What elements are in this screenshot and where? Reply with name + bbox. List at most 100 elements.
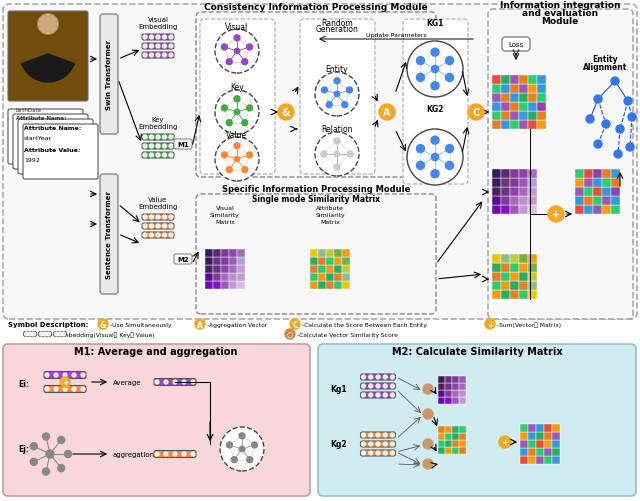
Bar — [501, 291, 510, 300]
Circle shape — [383, 451, 387, 455]
Circle shape — [163, 224, 166, 228]
Bar — [611, 205, 620, 214]
Text: Single mode Similarity Matrix: Single mode Similarity Matrix — [252, 195, 380, 204]
Bar — [326, 249, 334, 258]
Text: Random: Random — [321, 19, 353, 28]
Bar — [584, 196, 593, 205]
Bar — [611, 179, 620, 188]
FancyBboxPatch shape — [142, 214, 174, 220]
Bar — [229, 274, 237, 282]
Circle shape — [227, 442, 232, 448]
Bar — [536, 448, 544, 456]
FancyBboxPatch shape — [502, 38, 530, 52]
Circle shape — [227, 120, 232, 126]
FancyBboxPatch shape — [360, 392, 396, 398]
Text: Consistency Information Processing Module: Consistency Information Processing Modul… — [204, 4, 428, 13]
FancyBboxPatch shape — [200, 20, 275, 175]
Circle shape — [626, 144, 634, 152]
Text: Relation: Relation — [321, 125, 353, 134]
Circle shape — [390, 433, 394, 437]
Bar — [342, 274, 350, 282]
Bar — [445, 390, 452, 397]
Circle shape — [407, 42, 463, 98]
FancyBboxPatch shape — [488, 10, 633, 319]
Circle shape — [156, 215, 160, 219]
Bar — [310, 258, 318, 266]
Bar — [501, 94, 510, 103]
Bar — [528, 170, 537, 179]
Bar — [326, 258, 334, 266]
Circle shape — [220, 427, 264, 471]
Circle shape — [431, 154, 438, 161]
Circle shape — [182, 380, 186, 384]
Circle shape — [362, 375, 365, 379]
Circle shape — [45, 373, 49, 377]
Circle shape — [164, 380, 168, 384]
Circle shape — [221, 106, 227, 112]
FancyBboxPatch shape — [360, 450, 396, 456]
Circle shape — [156, 233, 160, 237]
Bar — [528, 440, 536, 448]
Bar — [492, 170, 501, 179]
Bar — [213, 282, 221, 290]
FancyBboxPatch shape — [300, 20, 375, 175]
Circle shape — [499, 436, 511, 448]
FancyBboxPatch shape — [13, 115, 88, 170]
Bar — [342, 258, 350, 266]
FancyBboxPatch shape — [3, 344, 310, 496]
Circle shape — [156, 45, 160, 49]
FancyBboxPatch shape — [196, 194, 436, 314]
Circle shape — [315, 133, 359, 177]
Bar — [445, 433, 452, 440]
Circle shape — [150, 45, 154, 49]
Bar — [510, 121, 519, 130]
Bar — [528, 85, 537, 94]
Bar — [237, 274, 245, 282]
Bar — [334, 258, 342, 266]
Circle shape — [285, 329, 295, 339]
Bar — [520, 456, 528, 464]
Circle shape — [334, 92, 340, 98]
Bar — [519, 196, 528, 205]
Text: KG2: KG2 — [426, 105, 444, 114]
Text: Loss: Loss — [508, 42, 524, 48]
FancyBboxPatch shape — [142, 153, 174, 159]
Bar — [528, 94, 537, 103]
Text: A: A — [383, 108, 391, 118]
Text: ○: ○ — [287, 331, 293, 337]
Bar — [519, 205, 528, 214]
Bar — [602, 188, 611, 196]
Circle shape — [290, 319, 300, 329]
Circle shape — [169, 136, 173, 140]
Bar — [205, 266, 213, 274]
Text: M2: M2 — [177, 257, 189, 263]
Text: Attribute Name:: Attribute Name: — [16, 115, 67, 120]
Bar — [510, 94, 519, 103]
Text: -Sum(Vector， Matrix): -Sum(Vector， Matrix) — [497, 322, 561, 327]
Circle shape — [195, 319, 205, 329]
Bar — [501, 179, 510, 188]
Bar — [310, 249, 318, 258]
Circle shape — [234, 49, 240, 55]
Circle shape — [143, 36, 147, 40]
FancyBboxPatch shape — [24, 332, 36, 337]
Bar — [575, 179, 584, 188]
Text: &: & — [282, 108, 291, 118]
Bar — [318, 258, 326, 266]
Circle shape — [369, 375, 372, 379]
Circle shape — [594, 141, 602, 149]
Text: M2: Calculate Similarity Matrix: M2: Calculate Similarity Matrix — [392, 346, 563, 356]
Circle shape — [390, 393, 394, 397]
Text: startYear: startYear — [24, 136, 52, 141]
Circle shape — [156, 136, 160, 140]
Bar — [492, 273, 501, 282]
Bar — [445, 376, 452, 383]
FancyBboxPatch shape — [8, 12, 88, 102]
Text: Attribute: Attribute — [316, 205, 344, 210]
FancyBboxPatch shape — [18, 120, 93, 175]
Circle shape — [628, 114, 636, 122]
Bar — [519, 273, 528, 282]
Bar — [528, 188, 537, 196]
FancyBboxPatch shape — [142, 53, 174, 59]
Circle shape — [234, 110, 240, 115]
